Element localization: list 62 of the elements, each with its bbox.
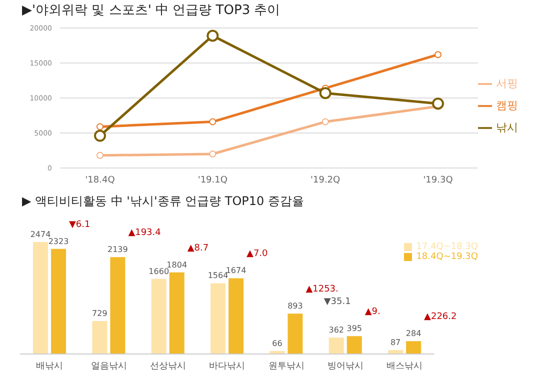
- point: [94, 130, 106, 142]
- point: [434, 51, 442, 58]
- x-tick-label: 빙어낚시: [327, 361, 364, 372]
- data-label: 66: [272, 339, 282, 348]
- x-tick-label: 선상낚시: [150, 361, 186, 372]
- point: [206, 30, 219, 42]
- point: [432, 98, 444, 110]
- x-tick-label: '19.2Q: [310, 175, 340, 186]
- x-tick-label: '19.1Q: [198, 175, 228, 186]
- x-tick-label: 배스낚시: [386, 361, 423, 372]
- bar: [210, 283, 226, 354]
- data-label: 2139: [108, 245, 128, 254]
- data-label: 1660: [148, 266, 170, 276]
- point: [96, 152, 104, 159]
- legend-label: 17.4Q~18.3Q: [416, 242, 478, 252]
- x-tick-label: 바다낚시: [209, 361, 246, 372]
- data-label: 2323: [48, 236, 69, 246]
- text: ▼6.1: [69, 220, 90, 230]
- bar: [92, 321, 108, 354]
- x-tick-label: 원투낚시: [268, 361, 304, 372]
- bar: [328, 338, 344, 354]
- x-tick-label: 얼음낚시: [90, 361, 127, 372]
- data-label: 1804: [166, 260, 188, 270]
- legend-label: 18.4Q~19.3Q: [416, 252, 478, 262]
- legend-label: 서핑: [496, 77, 518, 90]
- point: [322, 118, 329, 126]
- annotation: ▲7.0: [246, 249, 268, 260]
- legend-label: 낚시: [496, 121, 518, 134]
- annotation: ▲226.2: [424, 312, 457, 322]
- data-label: 1674: [226, 266, 246, 276]
- bar: [406, 341, 422, 354]
- annotation: ▲9.: [364, 307, 380, 318]
- data-label: 2474: [30, 230, 51, 239]
- data-label: 729: [92, 309, 108, 318]
- point: [209, 150, 216, 158]
- data-label: 893: [288, 302, 303, 311]
- point: [319, 87, 332, 100]
- legend-label: 캠핑: [496, 99, 518, 112]
- data-label: 1564: [208, 271, 228, 280]
- bar: [346, 336, 362, 354]
- data-label: 362: [328, 326, 344, 335]
- bar: [228, 278, 244, 354]
- bar: [33, 242, 48, 354]
- x-tick-label: '19.3Q: [423, 175, 453, 186]
- chart-title: ▶'야외위락 및 스포츠' 中 언급량 TOP3 추이: [21, 2, 282, 20]
- data-label: 87: [390, 338, 401, 348]
- bar: [110, 257, 126, 354]
- data-label: 284: [406, 329, 422, 338]
- bar: [169, 272, 184, 354]
- bar: [288, 314, 303, 354]
- annotation: ▲1253.: [306, 284, 338, 295]
- text: ▲193.4: [128, 228, 162, 238]
- data-label: 395: [346, 324, 362, 334]
- chart-title: ▶ 액티비티활동 中 '낚시'종류 언급량 TOP10 증감율: [21, 193, 305, 210]
- bar: [151, 278, 166, 354]
- x-tick-label: 배낚시: [36, 361, 64, 372]
- annotation: ▼35.1: [324, 297, 351, 308]
- point: [209, 118, 216, 126]
- annotation: ▲8.7: [187, 243, 209, 254]
- bar: [51, 248, 66, 354]
- x-tick-label: '18.4Q: [85, 175, 115, 186]
- point: [96, 123, 104, 130]
